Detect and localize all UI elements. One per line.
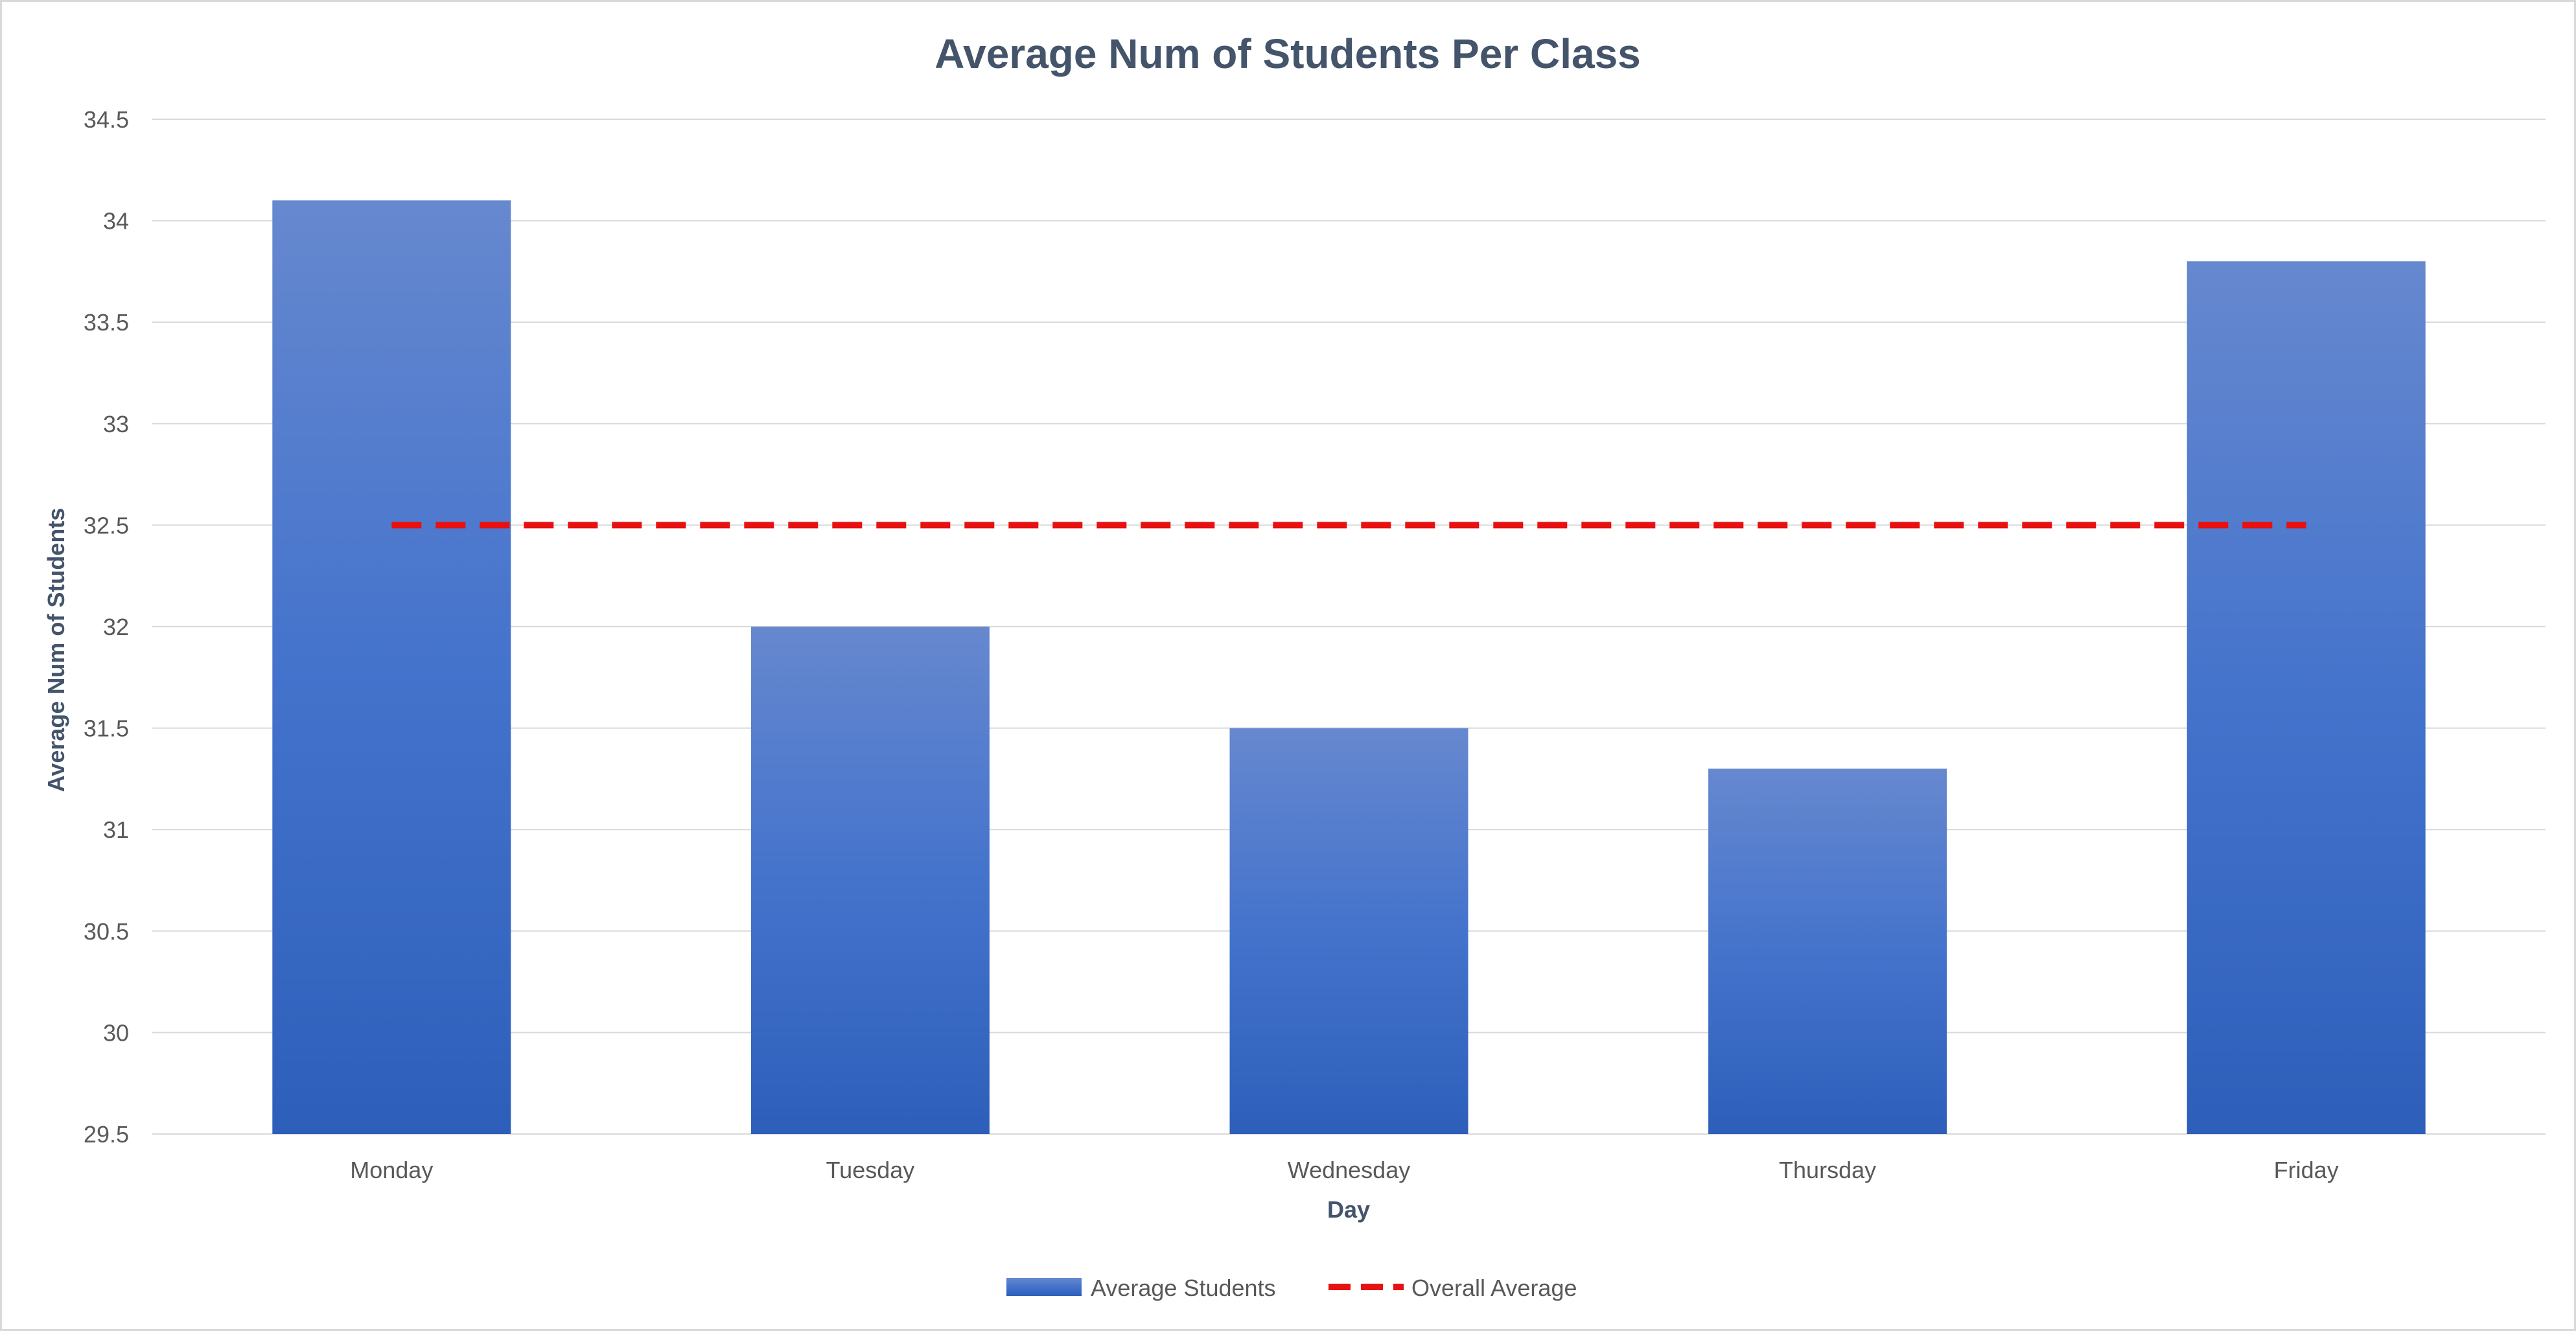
x-tick-label: Monday: [350, 1157, 433, 1183]
x-axis-ticks: Monday Tuesday Wednesday Thursday Friday: [350, 1157, 2338, 1183]
y-tick-label: 33: [103, 411, 129, 437]
x-tick-label: Friday: [2274, 1157, 2339, 1183]
legend-label-overall-average: Overall Average: [1411, 1275, 1577, 1301]
bar-friday: [2187, 261, 2426, 1134]
y-tick-label: 29.5: [84, 1121, 129, 1148]
y-axis-ticks: 29.5 30 30.5 31 31.5 32 32.5 33 33.5 34 34.5: [84, 106, 129, 1148]
x-axis-title: Day: [1327, 1196, 1370, 1223]
y-tick-label: 34.5: [84, 106, 129, 133]
bar-thursday: [1708, 769, 1947, 1134]
bar-wednesday: [1229, 728, 1468, 1134]
y-tick-label: 31: [103, 816, 129, 843]
legend-label-average-students: Average Students: [1091, 1275, 1276, 1301]
x-tick-label: Thursday: [1779, 1157, 1876, 1183]
y-tick-label: 31.5: [84, 715, 129, 742]
y-axis-title: Average Num of Students: [43, 508, 69, 793]
x-tick-label: Tuesday: [826, 1157, 915, 1183]
x-tick-label: Wednesday: [1288, 1157, 1410, 1183]
y-tick-label: 30: [103, 1019, 129, 1046]
legend-swatch-average-students: [1006, 1278, 1082, 1296]
chart-title: Average Num of Students Per Class: [934, 30, 1641, 77]
y-tick-label: 30.5: [84, 918, 129, 945]
bar-monday: [272, 200, 511, 1134]
legend: Average Students Overall Average: [1006, 1275, 1577, 1301]
y-tick-label: 32: [103, 614, 129, 640]
y-tick-label: 33.5: [84, 309, 129, 336]
y-tick-label: 32.5: [84, 512, 129, 538]
bar-tuesday: [750, 627, 990, 1134]
y-tick-label: 34: [103, 208, 129, 235]
bars: [272, 200, 2426, 1134]
